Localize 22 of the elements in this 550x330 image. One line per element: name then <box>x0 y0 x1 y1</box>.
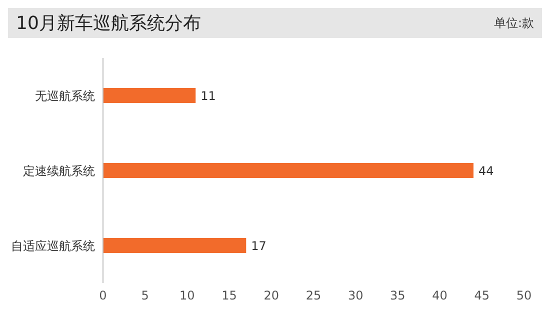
bar <box>103 238 246 253</box>
y-tick-label: 无巡航系统 <box>35 88 95 103</box>
x-tick-label: 45 <box>474 288 490 303</box>
x-tick-label: 20 <box>264 288 280 303</box>
bar <box>103 88 196 103</box>
y-tick-label: 定速续航系统 <box>23 164 95 178</box>
x-tick-label: 10 <box>180 288 195 303</box>
x-tick-label: 0 <box>99 288 107 303</box>
x-tick-label: 25 <box>306 288 322 303</box>
x-tick-label: 15 <box>222 288 237 303</box>
data-label: 11 <box>200 88 216 103</box>
x-tick-label: 40 <box>432 288 448 303</box>
x-tick-label: 5 <box>141 288 149 303</box>
x-tick-label: 35 <box>390 288 406 303</box>
x-tick-label: 30 <box>348 288 364 303</box>
bar <box>103 163 474 178</box>
chart-title: 10月新车巡航系统分布 <box>16 12 201 35</box>
data-label: 17 <box>251 238 266 253</box>
x-tick-label: 50 <box>516 288 532 303</box>
data-label: 44 <box>478 164 494 178</box>
y-tick-label: 自适应巡航系统 <box>11 238 95 253</box>
text: 单位:款 <box>494 14 534 32</box>
